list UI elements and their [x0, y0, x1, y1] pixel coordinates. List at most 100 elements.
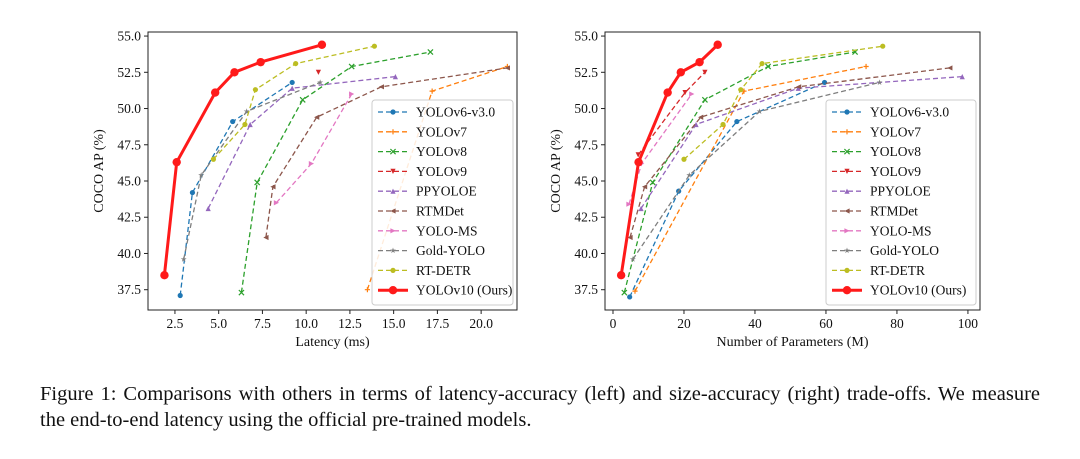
- data-point: [210, 156, 217, 162]
- data-point: [427, 48, 434, 56]
- x-tick-label: 20: [677, 316, 691, 331]
- series-yolov6-v3-0: [177, 79, 295, 299]
- data-point: [702, 69, 708, 75]
- y-tick-label: 42.5: [117, 210, 141, 225]
- data-point: [390, 129, 396, 135]
- data-point: [738, 87, 744, 93]
- y-tick-label: 52.5: [574, 65, 598, 80]
- data-point: [629, 256, 636, 262]
- y-tick-label: 55.0: [117, 29, 141, 44]
- plot-area: [616, 40, 965, 300]
- data-point: [686, 172, 693, 178]
- series-line: [207, 75, 396, 209]
- data-point: [273, 200, 280, 206]
- data-point: [390, 109, 396, 115]
- data-point: [626, 201, 632, 207]
- data-point: [252, 87, 259, 93]
- legend-entry: YOLOv7: [378, 124, 467, 139]
- legend-label: PPYOLOE: [416, 184, 477, 199]
- x-tick-label: 60: [819, 316, 833, 331]
- legend-label: YOLOv8: [870, 144, 921, 159]
- legend-label: RTMDet: [416, 204, 464, 219]
- plot-area: [160, 40, 510, 299]
- data-point: [429, 88, 435, 94]
- series-rt-detr: [681, 43, 886, 162]
- data-point: [348, 63, 355, 70]
- y-tick-label: 55.0: [574, 29, 598, 44]
- data-point: [698, 114, 704, 120]
- data-point: [720, 121, 726, 128]
- series-line: [183, 81, 321, 260]
- data-point: [189, 189, 196, 196]
- data-point: [842, 286, 852, 295]
- data-point: [756, 108, 763, 114]
- y-tick-label: 52.5: [117, 65, 141, 80]
- data-point: [256, 57, 265, 67]
- data-point: [734, 118, 740, 125]
- data-point: [390, 228, 396, 234]
- x-tick-label: 17.5: [426, 316, 450, 331]
- legend-entry: RT-DETR: [832, 263, 925, 278]
- x-tick-label: 7.5: [254, 316, 271, 331]
- series-line: [240, 51, 431, 293]
- data-point: [392, 74, 398, 80]
- data-point: [238, 289, 245, 296]
- legend-label: RTMDet: [870, 204, 918, 219]
- series-ppyoloe: [205, 74, 398, 212]
- series-line: [632, 81, 880, 260]
- legend-label: YOLOv9: [870, 164, 921, 179]
- legend-box: [825, 99, 977, 306]
- legend-label: YOLOv10 (Ours): [870, 283, 966, 298]
- data-point: [701, 96, 708, 103]
- y-tick-label: 50.0: [117, 101, 141, 116]
- series-line: [162, 43, 323, 276]
- data-point: [388, 286, 398, 295]
- series-yolov10-ours-: [616, 40, 722, 280]
- data-point: [180, 256, 187, 262]
- legend-entry: YOLOv6-v3.0: [378, 105, 495, 120]
- series-line: [629, 67, 950, 238]
- data-point: [689, 91, 695, 97]
- data-point: [315, 69, 322, 75]
- data-point: [317, 40, 327, 49]
- data-point: [634, 157, 643, 167]
- data-point: [210, 88, 220, 97]
- data-point: [198, 172, 205, 178]
- series-line: [619, 43, 719, 276]
- y-tick-label: 45.0: [117, 174, 141, 189]
- legend-label: YOLOv6-v3.0: [870, 105, 949, 120]
- data-point: [504, 65, 510, 71]
- x-tick-label: 15.0: [382, 316, 406, 331]
- legend-entry: YOLO-MS: [378, 223, 478, 238]
- legend-entry: YOLOv7: [832, 124, 921, 139]
- data-point: [693, 121, 699, 128]
- legend-entry: Gold-YOLO: [378, 243, 485, 258]
- series-gold-yolo: [629, 79, 883, 262]
- legend-entry: RT-DETR: [378, 263, 471, 278]
- data-point: [844, 168, 850, 174]
- data-point: [270, 184, 276, 190]
- size-accuracy-chart: 0 20 40 60 80 100 37.5 40.0 42.5 45.0 47.5 50.0 52.5…: [549, 29, 981, 350]
- legend-label: YOLOv7: [870, 124, 921, 139]
- latency-accuracy-chart: 2.5 5.0 7.5 10.0 12.5 15.0 17.5 20.0 37.5 40.0 42.…: [92, 29, 518, 350]
- data-point: [876, 79, 883, 85]
- figure-caption: Figure 1: Comparisons with others in ter…: [40, 383, 1040, 431]
- legend-label: YOLOv6-v3.0: [416, 105, 495, 120]
- y-tick-label: 37.5: [117, 282, 141, 297]
- legend-entry: RTMDet: [832, 204, 918, 219]
- data-point: [765, 63, 772, 70]
- data-point: [844, 228, 850, 234]
- data-point: [230, 68, 239, 77]
- data-point: [947, 65, 953, 71]
- data-point: [263, 234, 269, 241]
- data-point: [390, 188, 396, 194]
- y-tick-label: 42.5: [574, 210, 598, 225]
- legend-entry: YOLOv8: [378, 144, 467, 159]
- data-point: [844, 208, 850, 214]
- data-point: [695, 57, 704, 67]
- legend-label: RT-DETR: [416, 263, 471, 278]
- series-rt-detr: [210, 43, 378, 162]
- axes-frame: [604, 31, 981, 311]
- legend-entry: RTMDet: [378, 204, 464, 219]
